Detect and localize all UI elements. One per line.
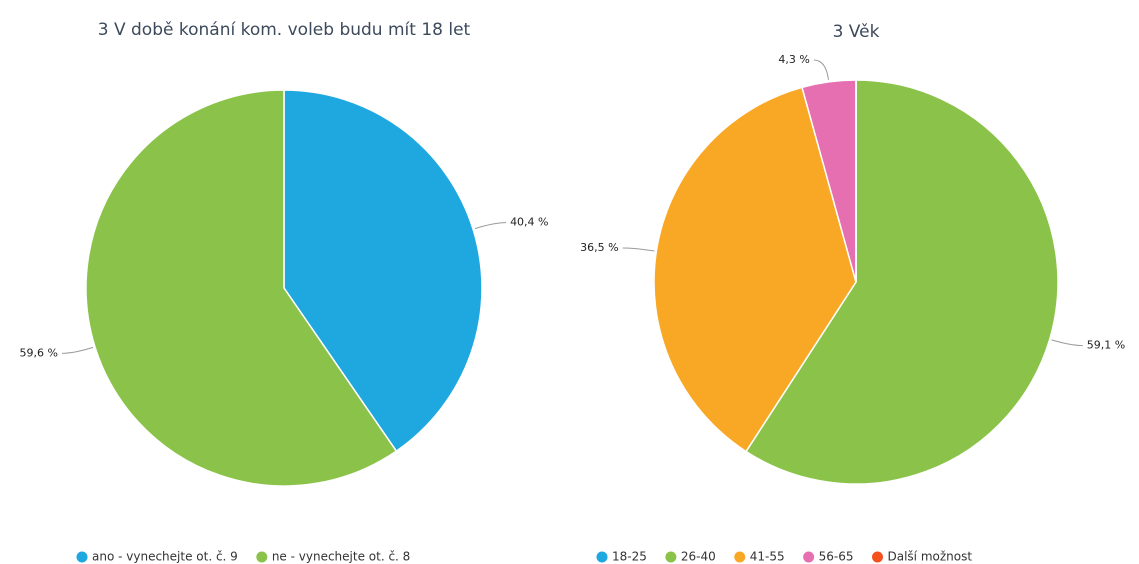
legend-label: Další možnost: [888, 550, 973, 564]
pie-slice: [745, 79, 1059, 485]
legend-label: ano - vynechejte ot. č. 9: [92, 550, 238, 564]
legend-swatch: [76, 551, 88, 563]
value-label: 36,5 %: [580, 241, 618, 254]
value-label: 40,4 %: [510, 216, 548, 229]
leader-line: [474, 222, 507, 230]
leader-line: [61, 346, 94, 354]
chart-title: 3 Věk: [833, 22, 880, 42]
legend-swatch: [596, 551, 608, 563]
legend-swatch: [665, 551, 677, 563]
leader-line: [813, 59, 829, 80]
pie-slice: [653, 86, 857, 453]
leader-line: [622, 247, 655, 252]
pie-slice: [85, 89, 398, 487]
legend-swatch: [803, 551, 815, 563]
value-label: 59,1 %: [1087, 339, 1125, 352]
legend-swatch: [734, 551, 746, 563]
legend-label: 41-55: [750, 550, 785, 564]
legend-label: ne - vynechejte ot. č. 8: [272, 550, 411, 564]
legend-swatch: [256, 551, 268, 563]
value-label: 59,6 %: [19, 346, 57, 359]
chart-title: 3 V době konání kom. voleb budu mít 18 l…: [98, 20, 471, 40]
legend-label: 18-25: [612, 550, 647, 564]
leader-line: [1051, 339, 1083, 347]
legend-label: 56-65: [819, 550, 854, 564]
pie-slice: [283, 89, 483, 453]
legend-swatch: [872, 551, 883, 563]
value-label: 4,3 %: [778, 53, 809, 66]
legend-label: 26-40: [681, 550, 716, 564]
